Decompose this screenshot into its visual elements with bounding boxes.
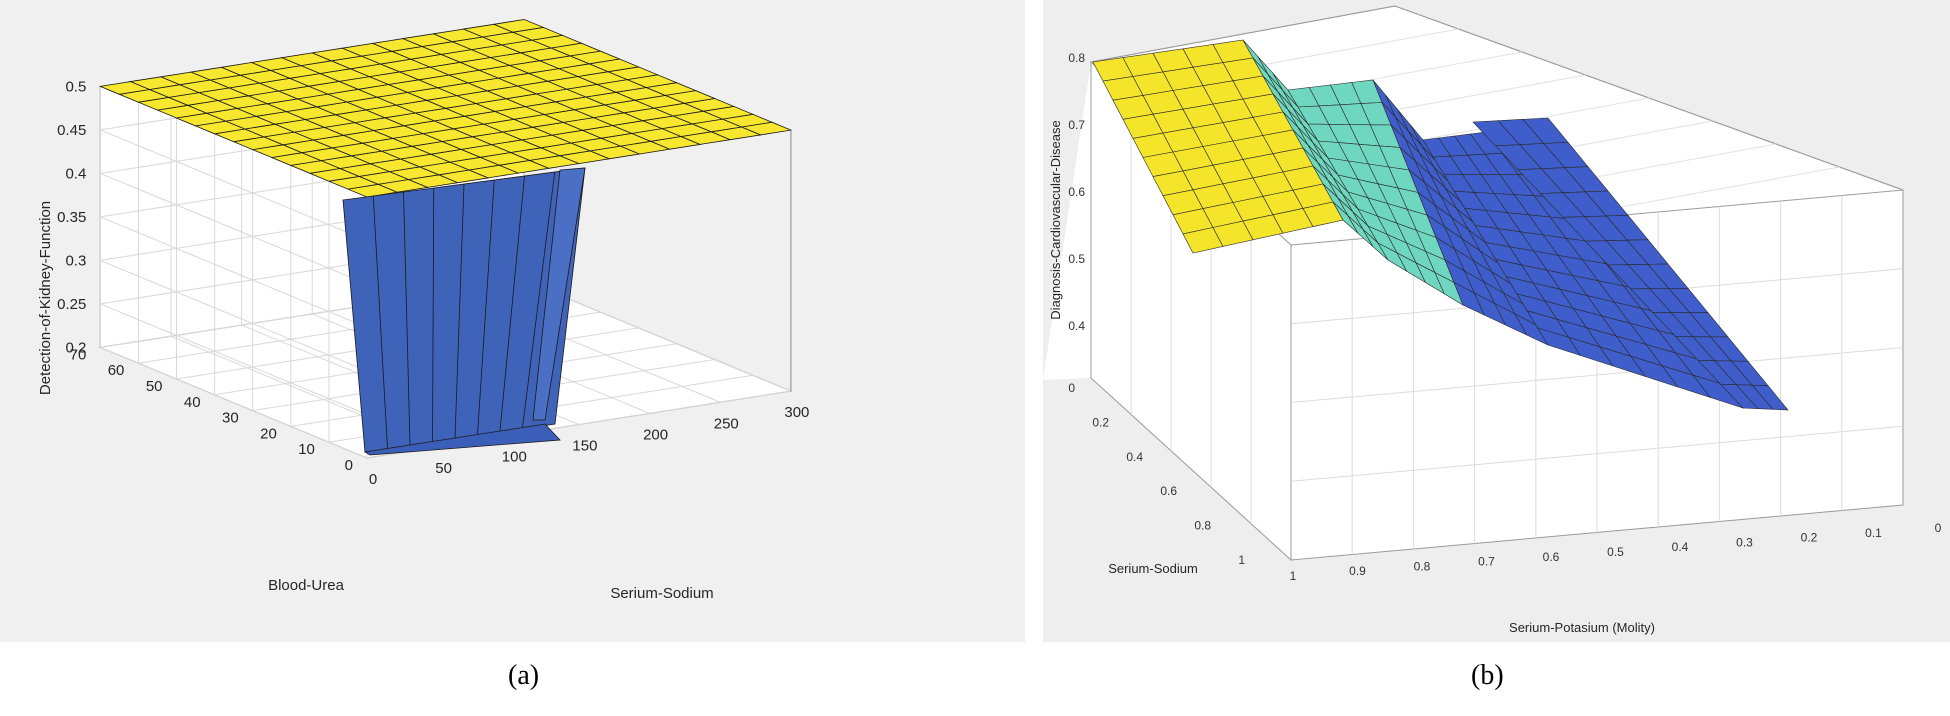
surface-b (1092, 39, 1789, 411)
y-tick-label: 50 (146, 378, 163, 395)
x-tick-label: 200 (643, 426, 668, 443)
x-tick-label: 0.1 (1865, 526, 1882, 540)
z-tick-label: 0.6 (1068, 185, 1085, 199)
y-tick-label: 0.8 (1194, 519, 1211, 533)
y-axis-label-b: Serium-Sodium (1108, 561, 1198, 576)
z-tick-label: 0.5 (65, 78, 86, 95)
y-tick-label: 0.6 (1160, 484, 1177, 498)
x-tick-label: 0.6 (1543, 550, 1560, 564)
x-tick-label: 0.4 (1672, 540, 1689, 554)
grid-line (1290, 347, 1904, 403)
grid-line (1290, 425, 1904, 482)
x-tick-label: 300 (784, 404, 809, 421)
grid-line (100, 259, 368, 372)
caption-a: (a) (508, 660, 540, 691)
grid-line (100, 129, 368, 241)
trough-strip (432, 187, 435, 442)
x-tick-label: 150 (572, 438, 597, 455)
x-tick-label: 0.3 (1736, 535, 1753, 549)
y-tick-label: 70 (70, 346, 87, 363)
x-tick-label: 0.7 (1478, 555, 1495, 569)
plateau-cell (492, 19, 545, 33)
grid-line (100, 172, 368, 285)
wall-left (1043, 62, 1091, 380)
trough-strip (372, 195, 388, 449)
z-tick-label: 0.45 (57, 122, 86, 139)
chart-panel-b: 0.4 0.5 0.6 0.7 0.8 0 0.2 0.4 0.6 0.8 1 1 0.9 0.8 0.7 0… (1043, 0, 1950, 642)
y-tick-label: 30 (222, 410, 239, 427)
trough-floor (363, 423, 561, 456)
trough-strip (477, 179, 495, 435)
x-tick-label: 100 (502, 449, 527, 466)
grid-line (100, 216, 368, 328)
trough-strip (499, 175, 525, 432)
ticks-a: 0.2 0.25 0.3 0.35 0.4 0.45 0.5 0 10 20 30 40 50 60 70 0… (57, 78, 809, 488)
grid-line (100, 346, 368, 459)
y-tick-label: 0 (1068, 381, 1075, 395)
y-tick-label: 0 (345, 457, 353, 474)
surface-plot-b: 0.4 0.5 0.6 0.7 0.8 0 0.2 0.4 0.6 0.8 1 1 0.9 0.8 0.7 0… (1043, 5, 1942, 635)
y-tick-label: 10 (298, 441, 315, 458)
x-tick-label: 0.8 (1414, 559, 1431, 573)
z-tick-label: 0.4 (1068, 319, 1085, 333)
z-tick-label: 0.8 (1068, 51, 1085, 65)
chart-panel-a: 0.2 0.25 0.3 0.35 0.4 0.45 0.5 0 10 20 30 40 50 60 70 0… (0, 0, 1025, 642)
z-axis-label-b: Diagnosis-Cardiovascular-Disease (1048, 120, 1063, 319)
z-tick-label: 0.4 (65, 165, 86, 182)
trough-strip (403, 191, 411, 446)
ticks-b: 0.4 0.5 0.6 0.7 0.8 0 0.2 0.4 0.6 0.8 1 1 0.9 0.8 0.7 0… (1068, 51, 1941, 583)
y-tick-label: 40 (184, 394, 201, 411)
grid-line (100, 303, 368, 415)
z-tick-label: 0.5 (1068, 252, 1085, 266)
z-tick-label: 0.3 (65, 252, 86, 269)
x-tick-label: 1 (1290, 569, 1297, 583)
y-tick-label: 60 (108, 362, 125, 379)
z-tick-label: 0.2 (65, 339, 86, 356)
y-axis-label-a: Blood-Urea (268, 577, 345, 594)
z-tick-label: 0.25 (57, 296, 86, 313)
x-axis-label-b: Serium-Potasium (Molity) (1509, 620, 1655, 635)
x-tick-label: 250 (714, 415, 739, 432)
caption-b: (b) (1471, 660, 1504, 691)
top-edge (1090, 5, 1904, 191)
x-tick-label: 0.5 (1607, 545, 1624, 559)
trough-wall (342, 167, 586, 453)
z-tick-label: 0.7 (1068, 118, 1085, 132)
y-tick-label: 20 (260, 425, 277, 442)
z-axis-label-a: Detection-of-Kidney-Function (37, 201, 54, 395)
x-tick-label: 0 (1935, 521, 1942, 535)
blue-tail-cell (1751, 384, 1789, 411)
y-tick-label: 1 (1238, 553, 1245, 567)
trough-strip (522, 171, 556, 428)
x-tick-label: 0.2 (1801, 531, 1818, 545)
x-axis-label-a: Serium-Sodium (610, 585, 713, 602)
trough-side (532, 167, 586, 421)
surface-plot-a: 0.2 0.25 0.3 0.35 0.4 0.45 0.5 0 10 20 30 40 50 60 70 0… (37, 18, 809, 602)
x-tick-label: 0 (369, 471, 377, 488)
x-tick-label: 50 (435, 460, 452, 477)
trough-strip (454, 183, 465, 439)
x-tick-label: 0.9 (1349, 564, 1366, 578)
y-tick-label: 0.2 (1092, 415, 1109, 429)
surface-a (98, 19, 793, 456)
z-tick-label: 0.35 (57, 209, 86, 226)
y-tick-label: 0.4 (1126, 450, 1143, 464)
